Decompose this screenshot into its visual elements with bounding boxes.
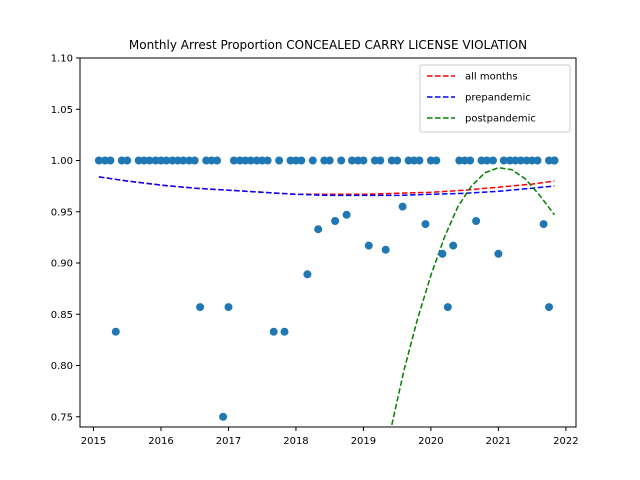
data-point (545, 303, 553, 312)
data-point (516, 156, 525, 165)
data-point (263, 156, 272, 165)
series-line-2 (391, 166, 555, 426)
data-point (421, 220, 430, 229)
data-point (308, 156, 317, 165)
data-point (280, 327, 289, 336)
data-point (550, 156, 559, 165)
data-point (269, 327, 278, 336)
y-tick-label: 0.75 (51, 412, 73, 423)
data-point (297, 156, 306, 165)
data-point (348, 156, 356, 165)
y-tick-label: 0.90 (51, 259, 73, 270)
data-point (489, 156, 497, 165)
x-tick-label: 2015 (81, 436, 106, 447)
x-tick-label: 2019 (351, 436, 376, 447)
points-layer (94, 156, 559, 421)
legend-label-2: postpandemic (465, 114, 536, 125)
data-point (179, 156, 188, 165)
y-tick-label: 0.85 (51, 310, 73, 321)
data-point (472, 217, 481, 225)
data-point (359, 156, 368, 165)
x-tick-label: 2020 (418, 436, 443, 447)
data-point (398, 202, 407, 211)
series-line-1 (98, 176, 555, 197)
data-point (331, 217, 340, 225)
data-point (314, 225, 323, 234)
x-axis: 2015 2016 2017 2018 2019 2020 2021 2022 (81, 427, 579, 447)
data-point (303, 270, 312, 279)
data-point (533, 156, 542, 165)
chart-title: Monthly Arrest Proportion CONCEALED CARR… (129, 38, 527, 52)
data-point (432, 156, 441, 165)
y-axis: 0.75 0.80 0.85 0.90 0.95 1.00 1.05 1.10 (51, 54, 80, 423)
y-tick-label: 1.00 (51, 156, 73, 167)
data-point (494, 249, 503, 258)
data-point (539, 220, 548, 229)
data-point (376, 156, 385, 165)
data-point (219, 412, 228, 421)
data-point (325, 156, 334, 165)
data-point (438, 249, 447, 258)
y-tick-label: 0.95 (51, 207, 73, 218)
data-point (123, 156, 132, 165)
legend-box (419, 64, 571, 133)
legend: all months prepandemic postpandemic (419, 64, 571, 133)
data-point (145, 156, 154, 165)
data-point (466, 156, 475, 165)
data-point (229, 156, 238, 165)
data-point (162, 156, 171, 165)
data-point (190, 156, 199, 165)
data-point (337, 156, 346, 165)
y-tick-label: 0.80 (51, 361, 73, 372)
x-tick-label: 2018 (283, 436, 308, 447)
legend-label-0: all months (465, 72, 518, 83)
data-point (381, 245, 390, 254)
y-tick-label: 1.10 (51, 54, 73, 65)
data-point (111, 327, 120, 336)
legend-label-1: prepandemic (465, 93, 531, 104)
data-point (213, 156, 221, 165)
x-tick-label: 2016 (148, 436, 173, 447)
data-point (246, 156, 255, 165)
data-point (443, 303, 452, 312)
data-point (94, 156, 103, 165)
x-tick-label: 2021 (486, 436, 511, 447)
data-point (499, 156, 508, 165)
x-tick-label: 2022 (553, 436, 578, 447)
data-point (393, 156, 402, 165)
axes-frame (79, 57, 577, 428)
data-point (364, 241, 373, 250)
series-layer (98, 166, 555, 426)
data-point (449, 241, 458, 250)
y-tick-label: 1.05 (51, 105, 73, 116)
data-point (106, 156, 115, 165)
data-point (196, 303, 205, 312)
data-point (275, 156, 284, 165)
data-point (342, 210, 351, 219)
data-point (224, 303, 233, 312)
x-tick-label: 2017 (216, 436, 241, 447)
data-point (482, 156, 491, 165)
data-point (415, 156, 424, 165)
